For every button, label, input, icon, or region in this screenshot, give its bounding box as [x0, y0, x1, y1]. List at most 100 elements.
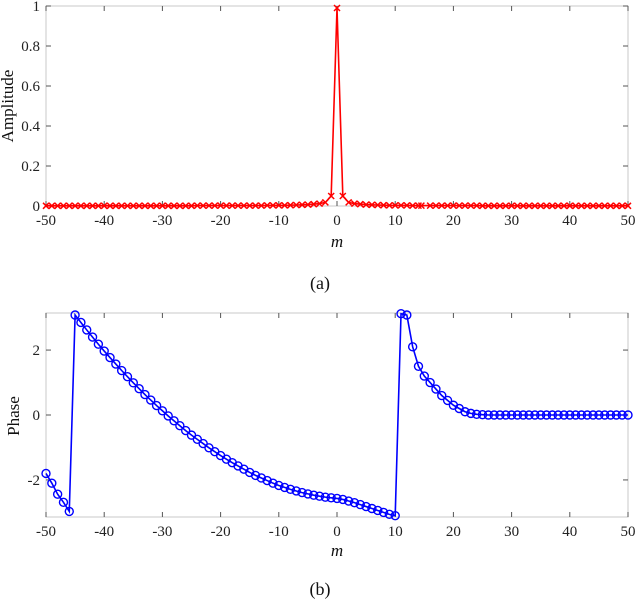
data-point — [467, 202, 475, 210]
data-point — [106, 202, 114, 210]
data-point — [525, 202, 533, 210]
data-point — [607, 202, 615, 210]
data-point — [286, 201, 294, 209]
data-point — [58, 497, 69, 508]
data-point — [256, 473, 267, 483]
y-tick-label: 0.2 — [21, 159, 40, 175]
x-tick-label: -50 — [36, 524, 56, 540]
data-point — [193, 202, 201, 210]
data-point — [572, 202, 580, 210]
data-point — [246, 202, 254, 210]
data-point — [140, 389, 150, 400]
data-point — [153, 202, 161, 210]
data-point — [169, 416, 179, 426]
data-point — [94, 202, 102, 210]
data-point — [623, 410, 633, 420]
data-point — [135, 202, 143, 210]
data-point — [583, 202, 591, 210]
data-point — [314, 491, 325, 501]
data-point — [48, 202, 56, 210]
x-tick-label: 40 — [562, 524, 577, 540]
data-point — [279, 482, 290, 493]
data-point — [99, 346, 109, 356]
data-point — [566, 202, 574, 210]
data-point — [589, 202, 597, 210]
y-tick-label: 0 — [33, 199, 41, 215]
data-point — [345, 198, 353, 206]
x-tick-label: 40 — [562, 213, 577, 229]
data-point — [519, 202, 527, 210]
data-point — [518, 410, 528, 420]
data-point — [508, 202, 516, 210]
data-point — [541, 410, 552, 420]
data-point — [339, 192, 347, 200]
x-axis-label-b: m — [331, 541, 343, 560]
x-tick-label: 50 — [621, 213, 636, 229]
data-point — [316, 200, 324, 208]
data-point — [576, 410, 587, 420]
data-point — [444, 202, 452, 210]
data-point — [100, 202, 108, 210]
x-tick-label: -30 — [152, 213, 172, 229]
data-point — [391, 201, 399, 209]
data-point — [240, 202, 248, 210]
data-point — [310, 200, 318, 208]
x-tick-label: 50 — [621, 524, 636, 540]
data-point — [361, 501, 371, 512]
data-point — [495, 410, 505, 420]
data-point — [182, 202, 190, 210]
data-point — [449, 202, 457, 210]
data-point — [157, 406, 168, 416]
data-point — [180, 425, 191, 436]
data-point — [601, 202, 609, 210]
data-point — [205, 202, 213, 210]
data-point — [93, 339, 104, 349]
data-point — [129, 202, 137, 210]
data-point — [82, 325, 92, 335]
data-point — [461, 202, 469, 210]
data-point — [355, 499, 365, 510]
data-point — [617, 410, 627, 420]
data-point — [47, 478, 57, 488]
data-point — [570, 410, 581, 420]
data-point — [285, 484, 296, 495]
data-point — [292, 201, 300, 209]
data-point — [64, 506, 74, 517]
data-point — [170, 202, 178, 210]
series-a — [42, 4, 632, 210]
data-point — [222, 202, 230, 210]
y-tick-label: 0.6 — [21, 79, 40, 95]
data-point — [217, 202, 225, 210]
y-axis-label-a: Amplitude — [0, 70, 17, 143]
series-line — [46, 7, 628, 207]
data-point — [560, 202, 568, 210]
data-point — [402, 310, 412, 320]
data-point — [600, 410, 610, 420]
data-point — [438, 202, 446, 210]
x-tick-label: 0 — [333, 213, 341, 229]
data-point — [367, 503, 377, 514]
data-point — [146, 395, 156, 405]
data-point — [164, 202, 172, 210]
data-point — [374, 201, 382, 209]
data-point — [309, 490, 319, 500]
data-point — [390, 510, 400, 521]
data-point — [483, 410, 494, 420]
data-point — [274, 480, 284, 491]
data-point — [141, 202, 149, 210]
series-b — [41, 309, 633, 521]
data-point — [298, 201, 306, 209]
data-point — [65, 202, 73, 210]
y-axis-label-b: Phase — [4, 396, 23, 436]
y-tick-label: 1 — [33, 0, 41, 15]
data-point — [582, 410, 592, 420]
data-point — [123, 202, 132, 210]
data-point — [473, 202, 481, 210]
data-point — [530, 410, 540, 420]
data-point — [199, 202, 207, 210]
y-tick-label: 2 — [33, 343, 41, 359]
data-point — [151, 400, 162, 411]
panel-a: -50 -40 -30 -20 -10 0 10 20 30 40 50 0 0.2 0.4 0.6 0.8 1… — [0, 0, 636, 294]
data-point — [59, 202, 67, 210]
data-point — [490, 202, 498, 210]
